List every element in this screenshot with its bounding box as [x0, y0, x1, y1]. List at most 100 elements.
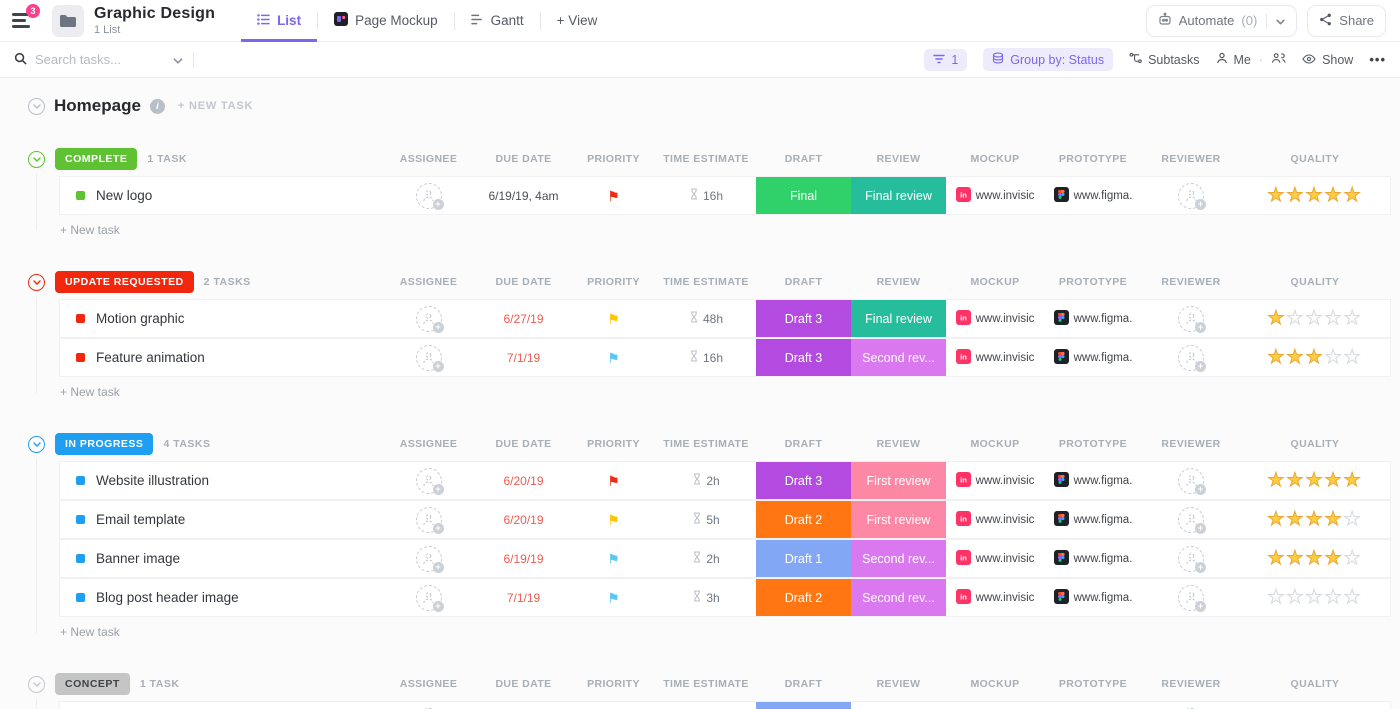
add-task-button[interactable]: + New task — [60, 625, 120, 639]
task-row[interactable]: Banner image + 6/19/19 ⚑ 2h Draft 1 Seco… — [60, 540, 1390, 577]
column-header-reviewer[interactable]: REVIEWER — [1161, 153, 1221, 165]
column-header-prototype[interactable]: PROTOTYPE — [1058, 438, 1128, 450]
task-name[interactable]: Email template — [96, 512, 186, 527]
task-status-icon[interactable] — [76, 191, 85, 200]
draft-badge[interactable]: Draft 3 — [756, 300, 851, 337]
assignee-avatar[interactable]: + — [415, 305, 444, 333]
column-header-priority[interactable]: PRIORITY — [587, 276, 640, 288]
task-name[interactable]: New logo — [96, 188, 153, 203]
review-badge[interactable]: First review — [851, 501, 946, 538]
time-estimate[interactable]: 48h — [689, 311, 723, 326]
task-row[interactable]: Motion graphic + 6/27/19 ⚑ 48h Draft 3 F… — [60, 300, 1390, 337]
time-estimate[interactable]: 16h — [689, 188, 723, 203]
due-date[interactable]: 7/1/19 — [506, 350, 541, 365]
prototype-link[interactable]: www.figma. — [1053, 348, 1132, 367]
star-icon[interactable]: ★ — [1324, 308, 1344, 329]
review-badge[interactable]: Final review — [851, 177, 946, 214]
star-icon[interactable]: ★ — [1286, 509, 1306, 530]
time-estimate[interactable]: 3h — [692, 590, 720, 605]
column-header-priority[interactable]: PRIORITY — [587, 153, 640, 165]
assignee-avatar[interactable]: + — [415, 584, 444, 612]
column-header-time-estimate[interactable]: TIME ESTIMATE — [663, 153, 749, 165]
star-icon[interactable]: ★ — [1324, 185, 1344, 206]
star-icon[interactable]: ★ — [1286, 470, 1306, 491]
star-icon[interactable]: ★ — [1286, 308, 1306, 329]
reviewer-avatar[interactable]: + — [1178, 506, 1206, 534]
time-estimate[interactable]: 16h — [689, 350, 723, 365]
column-header-quality[interactable]: QUALITY — [1290, 678, 1340, 690]
add-task-button[interactable]: + New task — [60, 385, 120, 399]
star-icon[interactable]: ★ — [1267, 470, 1287, 491]
column-header-priority[interactable]: PRIORITY — [587, 678, 640, 690]
priority-flag-icon[interactable]: ⚑ — [607, 589, 620, 606]
more-options-button[interactable]: ••• — [1369, 52, 1386, 67]
task-row[interactable]: Email template + 6/20/19 ⚑ 5h Draft 2 Fi… — [60, 501, 1390, 538]
prototype-link[interactable]: www.figma. — [1053, 588, 1132, 607]
reviewer-avatar[interactable]: + — [1178, 305, 1206, 333]
task-status-icon[interactable] — [76, 353, 85, 362]
star-icon[interactable]: ★ — [1267, 185, 1287, 206]
mockup-link[interactable]: in www.invisic — [955, 549, 1034, 568]
reviewer-avatar[interactable]: + — [1178, 584, 1206, 612]
draft-badge[interactable]: Draft 3 — [756, 462, 851, 499]
star-icon[interactable]: ★ — [1324, 347, 1344, 368]
subtasks-button[interactable]: Subtasks — [1129, 52, 1200, 68]
column-header-due-date[interactable]: DUE DATE — [495, 438, 552, 450]
time-estimate[interactable]: 5h — [692, 512, 720, 527]
due-date[interactable]: 6/20/19 — [503, 512, 544, 527]
column-header-prototype[interactable]: PROTOTYPE — [1058, 678, 1128, 690]
column-header-time-estimate[interactable]: TIME ESTIMATE — [663, 678, 749, 690]
search-input[interactable] — [35, 52, 165, 67]
column-header-mockup[interactable]: MOCKUP — [970, 153, 1020, 165]
prototype-link[interactable]: www.figma. — [1053, 549, 1132, 568]
prototype-link[interactable]: www.figma. — [1053, 471, 1132, 490]
task-status-icon[interactable] — [76, 593, 85, 602]
task-row[interactable]: Feature animation + 7/1/19 ⚑ 16h Draft 3… — [60, 339, 1390, 376]
column-header-review[interactable]: REVIEW — [876, 153, 921, 165]
mockup-link[interactable]: in www.invisic — [955, 309, 1034, 328]
column-header-review[interactable]: REVIEW — [876, 276, 921, 288]
status-badge[interactable]: UPDATE REQUESTED — [55, 271, 194, 293]
draft-badge[interactable]: Final — [756, 177, 851, 214]
mockup-link[interactable]: in www.invisic — [955, 186, 1034, 205]
sidebar-menu-button[interactable]: 3 — [12, 3, 40, 32]
priority-flag-icon[interactable]: ⚑ — [607, 187, 620, 204]
column-header-quality[interactable]: QUALITY — [1290, 153, 1340, 165]
column-header-assignee[interactable]: ASSIGNEE — [399, 153, 458, 165]
column-header-review[interactable]: REVIEW — [876, 438, 921, 450]
star-icon[interactable]: ★ — [1343, 587, 1363, 608]
star-icon[interactable]: ★ — [1267, 347, 1287, 368]
column-header-prototype[interactable]: PROTOTYPE — [1058, 153, 1128, 165]
star-icon[interactable]: ★ — [1305, 548, 1325, 569]
column-header-priority[interactable]: PRIORITY — [587, 438, 640, 450]
collapse-list-chevron[interactable] — [28, 97, 45, 115]
reviewer-avatar[interactable]: + — [1178, 182, 1206, 210]
priority-flag-icon[interactable]: ⚑ — [607, 310, 620, 327]
star-icon[interactable]: ★ — [1286, 347, 1306, 368]
column-header-draft[interactable]: DRAFT — [784, 276, 823, 288]
status-badge[interactable]: IN PROGRESS — [55, 433, 154, 455]
task-row[interactable]: Blog post header image + 7/1/19 ⚑ 3h Dra… — [60, 579, 1390, 616]
star-icon[interactable]: ★ — [1267, 587, 1287, 608]
column-header-reviewer[interactable]: REVIEWER — [1161, 678, 1221, 690]
star-icon[interactable]: ★ — [1343, 470, 1363, 491]
priority-flag-icon[interactable]: ⚑ — [607, 550, 620, 567]
task-row[interactable]: Label design + 6/17/19 ⚑ 6h Draft 1 - in… — [60, 702, 1390, 709]
reviewer-avatar[interactable]: + — [1178, 545, 1206, 573]
review-badge[interactable]: First review — [851, 462, 946, 499]
star-icon[interactable]: ★ — [1305, 347, 1325, 368]
star-icon[interactable]: ★ — [1305, 185, 1325, 206]
task-row[interactable]: Website illustration + 6/20/19 ⚑ 2h Draf… — [60, 462, 1390, 499]
list-title[interactable]: Homepage — [54, 96, 141, 115]
people-icon[interactable] — [1271, 52, 1286, 67]
info-icon[interactable]: i — [149, 98, 165, 114]
prototype-link[interactable]: www.figma. — [1053, 510, 1132, 529]
column-header-draft[interactable]: DRAFT — [784, 438, 823, 450]
reviewer-avatar[interactable]: + — [1178, 344, 1206, 372]
star-icon[interactable]: ★ — [1343, 308, 1363, 329]
status-badge[interactable]: CONCEPT — [55, 673, 130, 695]
review-badge[interactable]: Second rev... — [851, 540, 946, 577]
column-header-draft[interactable]: DRAFT — [784, 678, 823, 690]
star-icon[interactable]: ★ — [1343, 548, 1363, 569]
task-status-icon[interactable] — [76, 554, 85, 563]
